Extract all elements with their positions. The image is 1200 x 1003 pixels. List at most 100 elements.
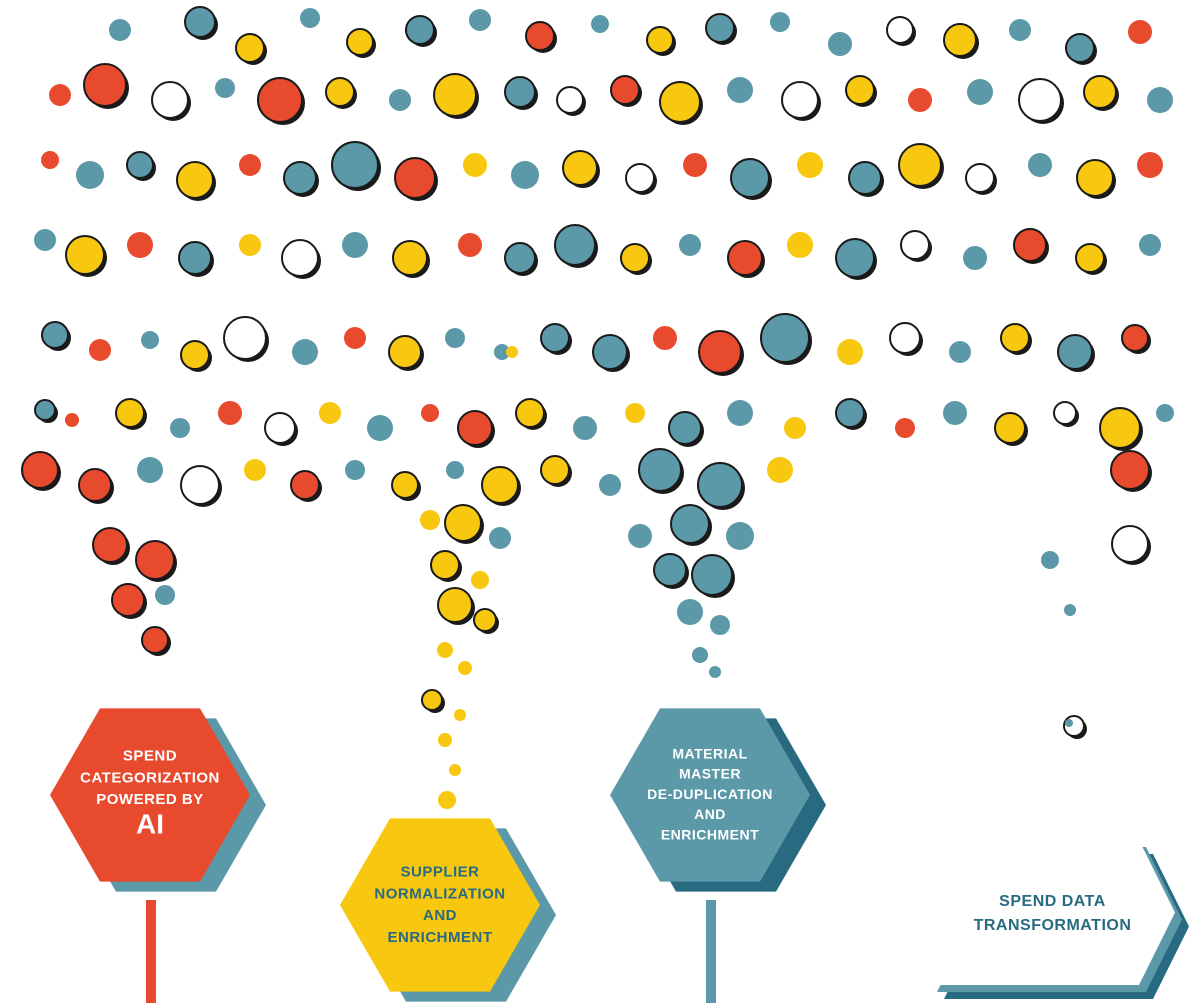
bubble — [787, 232, 813, 258]
bubble — [155, 585, 175, 605]
bubble — [677, 599, 703, 625]
bubble — [22, 452, 58, 488]
bubble — [319, 402, 341, 424]
bubble — [431, 551, 459, 579]
bubble — [292, 339, 318, 365]
material-master-label-line-2: DE-DUPLICATION — [647, 786, 773, 802]
bubble — [421, 404, 439, 422]
bubble — [116, 399, 144, 427]
bubble — [79, 469, 111, 501]
material-master-label-line-3: AND — [694, 806, 726, 822]
arrow-chevron — [930, 840, 1175, 985]
bubble — [653, 326, 677, 350]
bubble — [782, 82, 818, 118]
bubble — [326, 78, 354, 106]
bubble — [647, 27, 673, 53]
bubble — [506, 346, 518, 358]
bubble — [573, 416, 597, 440]
material-master-label-line-0: MATERIAL — [672, 745, 747, 761]
bubble — [836, 399, 864, 427]
bubble — [1084, 76, 1116, 108]
bubble — [42, 322, 68, 348]
bubble — [692, 555, 732, 595]
bubble — [727, 400, 753, 426]
bubble — [177, 162, 213, 198]
bubble — [1019, 79, 1061, 121]
bubble — [557, 87, 583, 113]
bubble — [639, 449, 681, 491]
bubble — [699, 331, 741, 373]
supplier-normalization-label-line-3: ENRICHMENT — [388, 929, 493, 946]
bubble — [944, 24, 976, 56]
bubble — [142, 627, 168, 653]
spend-categorization-label-line-2: POWERED BY — [96, 791, 204, 808]
bubble — [1064, 604, 1076, 616]
bubble — [35, 400, 55, 420]
bubble — [89, 339, 111, 361]
bubble — [770, 12, 790, 32]
bubble — [767, 457, 793, 483]
bubble — [489, 527, 511, 549]
bubble — [728, 241, 762, 275]
bubble — [170, 418, 190, 438]
bubble — [1076, 244, 1104, 272]
bubble — [215, 78, 235, 98]
bubble — [995, 413, 1025, 443]
bubble — [342, 232, 368, 258]
bubble — [621, 244, 649, 272]
bubble — [563, 151, 597, 185]
bubble — [367, 415, 393, 441]
bubble — [599, 474, 621, 496]
bubble — [1139, 234, 1161, 256]
bubble — [471, 571, 489, 589]
material-master-label-line-1: MASTER — [679, 766, 741, 782]
spend-categorization-label-line-1: CATEGORIZATION — [80, 769, 220, 786]
bubble — [127, 232, 153, 258]
bubble — [679, 234, 701, 256]
spend-categorization-label-line-0: SPEND — [123, 748, 177, 765]
bubble — [137, 457, 163, 483]
bubble — [1077, 160, 1113, 196]
bubble — [731, 159, 769, 197]
bubble — [654, 554, 686, 586]
bubble — [420, 510, 440, 530]
bubble — [887, 17, 913, 43]
arrow-label-line-1: TRANSFORMATION — [974, 917, 1132, 934]
bubble — [846, 76, 874, 104]
bubble — [393, 241, 427, 275]
bubble — [1156, 404, 1174, 422]
bubble — [669, 412, 701, 444]
bubble — [1137, 152, 1163, 178]
bubble — [837, 339, 863, 365]
bubble — [181, 341, 209, 369]
bubble — [244, 459, 266, 481]
bubble — [1041, 551, 1059, 569]
bubble — [899, 144, 941, 186]
bubble — [469, 9, 491, 31]
bubble — [239, 234, 261, 256]
bubble — [345, 460, 365, 480]
bubble — [963, 246, 987, 270]
bubble — [84, 64, 126, 106]
spend-categorization-stem — [146, 900, 156, 1003]
bubble — [437, 642, 453, 658]
bubble — [389, 89, 411, 111]
bubble — [395, 158, 435, 198]
bubble — [127, 152, 153, 178]
material-master-stem — [706, 900, 716, 1003]
bubble — [389, 336, 421, 368]
bubble — [422, 690, 442, 710]
bubble — [1128, 20, 1152, 44]
bubble — [593, 335, 627, 369]
bubble — [555, 225, 595, 265]
bubble — [1112, 526, 1148, 562]
bubble — [152, 82, 188, 118]
bubble — [1014, 229, 1046, 261]
bubble — [591, 15, 609, 33]
bubble — [463, 153, 487, 177]
bubble — [943, 401, 967, 425]
bubble — [347, 29, 373, 55]
bubble — [291, 471, 319, 499]
bubble — [710, 615, 730, 635]
bubble — [1122, 325, 1148, 351]
